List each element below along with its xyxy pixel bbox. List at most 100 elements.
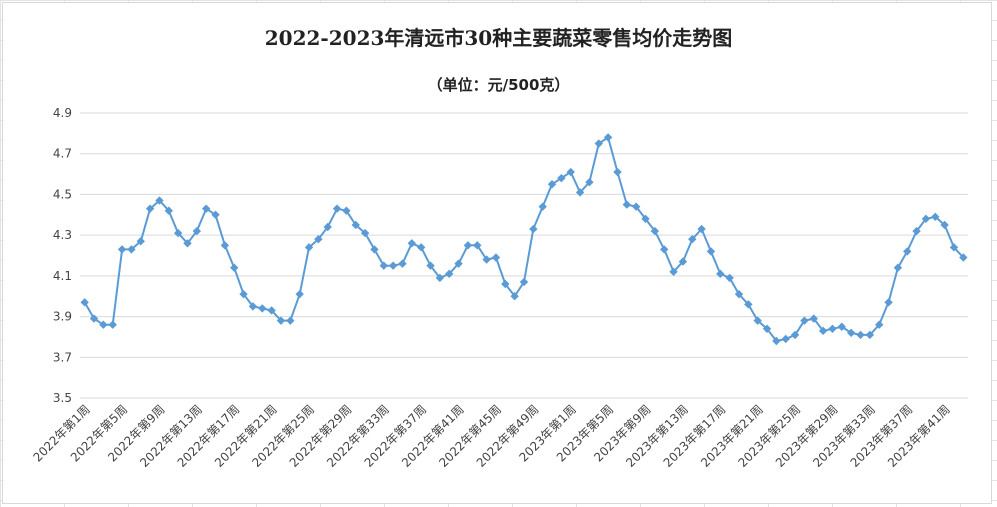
data-point: [248, 302, 258, 311]
data-point: [697, 224, 706, 234]
data-point: [706, 247, 716, 256]
data-point: [416, 243, 426, 252]
data-point: [818, 326, 828, 336]
data-point: [267, 306, 276, 315]
data-point: [893, 263, 903, 272]
data-point: [734, 289, 744, 299]
data-point: [89, 314, 99, 323]
data-point: [772, 336, 781, 346]
data-point: [921, 214, 931, 224]
chart-title: 2022-2023年清远市30种主要蔬菜零售均价走势图: [264, 26, 733, 50]
data-point: [828, 324, 837, 333]
data-point: [426, 261, 435, 270]
data-point: [230, 263, 239, 272]
data-point: [547, 180, 557, 189]
data-point: [790, 330, 800, 340]
data-point: [379, 261, 388, 270]
data-point: [351, 220, 360, 230]
data-point: [716, 269, 725, 279]
data-point: [575, 188, 585, 197]
data-point: [155, 196, 164, 205]
data-point: [800, 316, 809, 325]
data-point: [145, 204, 155, 213]
data-point: [529, 224, 538, 234]
data-point: [99, 320, 108, 329]
data-point: [959, 253, 968, 262]
data-point: [940, 220, 949, 230]
data-point: [192, 226, 202, 236]
data-point: [164, 206, 173, 215]
data-point: [884, 298, 893, 307]
data-point: [211, 210, 220, 219]
data-point: [603, 133, 613, 142]
data-point: [660, 245, 669, 254]
data-point: [183, 239, 192, 248]
data-point: [641, 214, 650, 224]
data-point: [875, 320, 884, 329]
data-point: [744, 300, 753, 309]
data-point: [762, 324, 772, 333]
y-tick-label: 4.5: [53, 187, 72, 201]
data-point: [809, 314, 818, 323]
data-point: [482, 255, 491, 264]
data-point: [538, 202, 547, 211]
data-point: [566, 167, 575, 177]
data-point: [912, 226, 921, 236]
data-point: [501, 279, 510, 289]
data-point: [304, 243, 314, 252]
data-point: [903, 247, 912, 256]
data-point: [678, 257, 688, 266]
data-point: [435, 273, 445, 283]
data-point: [865, 330, 875, 340]
data-point: [753, 316, 762, 325]
data-point: [445, 269, 454, 279]
data-point: [669, 267, 678, 276]
data-point: [136, 237, 145, 246]
data-point: [846, 328, 856, 338]
data-point: [398, 259, 407, 268]
data-point: [585, 178, 594, 187]
y-tick-label: 4.1: [53, 269, 72, 283]
y-tick-label: 3.5: [53, 391, 72, 405]
data-point: [314, 235, 323, 244]
y-tick-label: 4.9: [53, 106, 72, 120]
data-point: [220, 241, 230, 250]
data-point: [837, 322, 847, 331]
data-point: [360, 228, 370, 238]
data-point: [473, 241, 482, 250]
data-point: [108, 320, 117, 329]
data-point: [127, 245, 136, 254]
data-point: [613, 167, 622, 177]
data-point: [491, 253, 501, 262]
data-point: [594, 139, 603, 148]
y-tick-label: 4.3: [53, 228, 72, 242]
data-point: [949, 243, 959, 252]
data-point: [688, 235, 697, 244]
data-point: [295, 289, 304, 299]
data-point: [725, 273, 734, 283]
data-point: [342, 206, 351, 215]
data-point: [239, 289, 248, 299]
data-point: [631, 202, 641, 211]
data-point: [173, 228, 183, 238]
series-line: [83, 136, 965, 342]
y-tick-label: 3.9: [53, 310, 72, 324]
data-point: [80, 298, 89, 307]
y-tick-label: 4.7: [53, 147, 72, 161]
data-point: [286, 316, 295, 325]
data-point: [622, 200, 632, 209]
data-point: [510, 292, 519, 301]
data-point: [454, 259, 463, 268]
data-point: [463, 241, 473, 250]
data-point: [781, 334, 790, 344]
data-point: [332, 204, 342, 213]
data-point: [201, 204, 211, 213]
data-point: [519, 277, 529, 287]
data-point: [276, 316, 286, 325]
data-point: [117, 245, 127, 254]
data-point: [388, 261, 398, 270]
data-point: [931, 212, 940, 222]
